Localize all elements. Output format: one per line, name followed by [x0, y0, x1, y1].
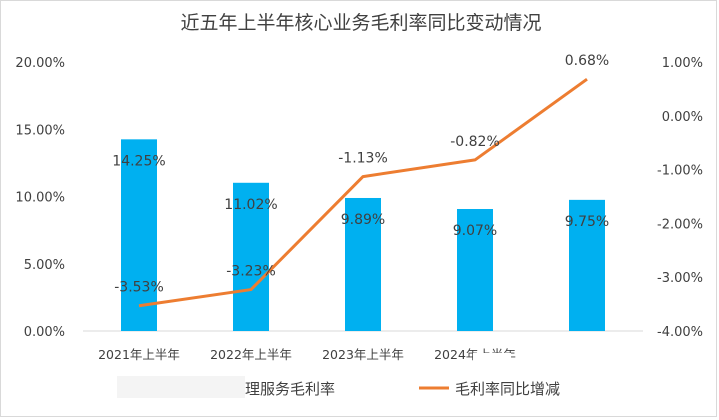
- right-tick-label: -2.00%: [657, 217, 703, 232]
- right-tick-label: -1.00%: [657, 164, 703, 179]
- right-tick-label: -4.00%: [657, 325, 703, 340]
- legend: 理服务毛利率 毛利率同比增减: [117, 376, 560, 398]
- legend-label-line: 毛利率同比增减: [455, 380, 560, 398]
- legend-occluder: [117, 376, 245, 398]
- bar-value-label: 9.75%: [565, 214, 609, 230]
- bar: [121, 139, 157, 331]
- line-series: [138, 77, 588, 308]
- bar-value-label: 11.02%: [224, 197, 277, 213]
- x-axis-ticks: 2021年上半年2022年上半年2023年上半年2024年上半年: [98, 347, 516, 362]
- left-tick-label: 20.00%: [15, 56, 65, 71]
- chart-title: 近五年上半年核心业务毛利率同比变动情况: [180, 12, 541, 34]
- bar: [569, 199, 605, 331]
- left-axis-ticks: 0.00% 5.00% 10.00% 15.00% 20.00%: [15, 56, 65, 340]
- left-tick-label: 0.00%: [24, 325, 65, 340]
- right-axis-ticks: -4.00% -3.00% -2.00% -1.00% 0.00% 1.00%: [657, 56, 703, 340]
- x-tick-label: 2023年上半年: [322, 347, 404, 362]
- line-value-label: -0.82%: [450, 134, 500, 150]
- bar: [345, 197, 381, 331]
- right-tick-label: -3.00%: [657, 271, 703, 286]
- line-data-labels: -3.53% -3.23% -1.13% -0.82% 0.68%: [114, 53, 609, 295]
- line-value-label: 0.68%: [565, 53, 609, 69]
- x-tick-label: 2021年上半年: [98, 347, 180, 362]
- left-tick-label: 5.00%: [24, 258, 65, 273]
- bar: [457, 209, 493, 331]
- x-label-occluder: [473, 353, 511, 373]
- series-line: [138, 77, 588, 308]
- bar-value-label: 9.89%: [341, 212, 385, 228]
- bar-data-labels: 14.25% 11.02% 9.89% 9.07% 9.75%: [112, 153, 609, 239]
- bar-series: [121, 139, 605, 331]
- bar-value-label: 14.25%: [112, 153, 165, 169]
- x-tick-label: 2022年上半年: [210, 347, 292, 362]
- left-tick-label: 15.00%: [15, 123, 65, 138]
- line-value-label: -1.13%: [338, 151, 388, 167]
- line-value-label: -3.53%: [114, 280, 164, 296]
- left-tick-label: 10.00%: [15, 191, 65, 206]
- right-tick-label: 1.00%: [662, 56, 703, 71]
- bar: [233, 182, 269, 331]
- bar-value-label: 9.07%: [453, 223, 497, 239]
- right-tick-label: 0.00%: [662, 110, 703, 125]
- line-value-label: -3.23%: [226, 264, 276, 280]
- legend-label-bars: 理服务毛利率: [245, 380, 335, 398]
